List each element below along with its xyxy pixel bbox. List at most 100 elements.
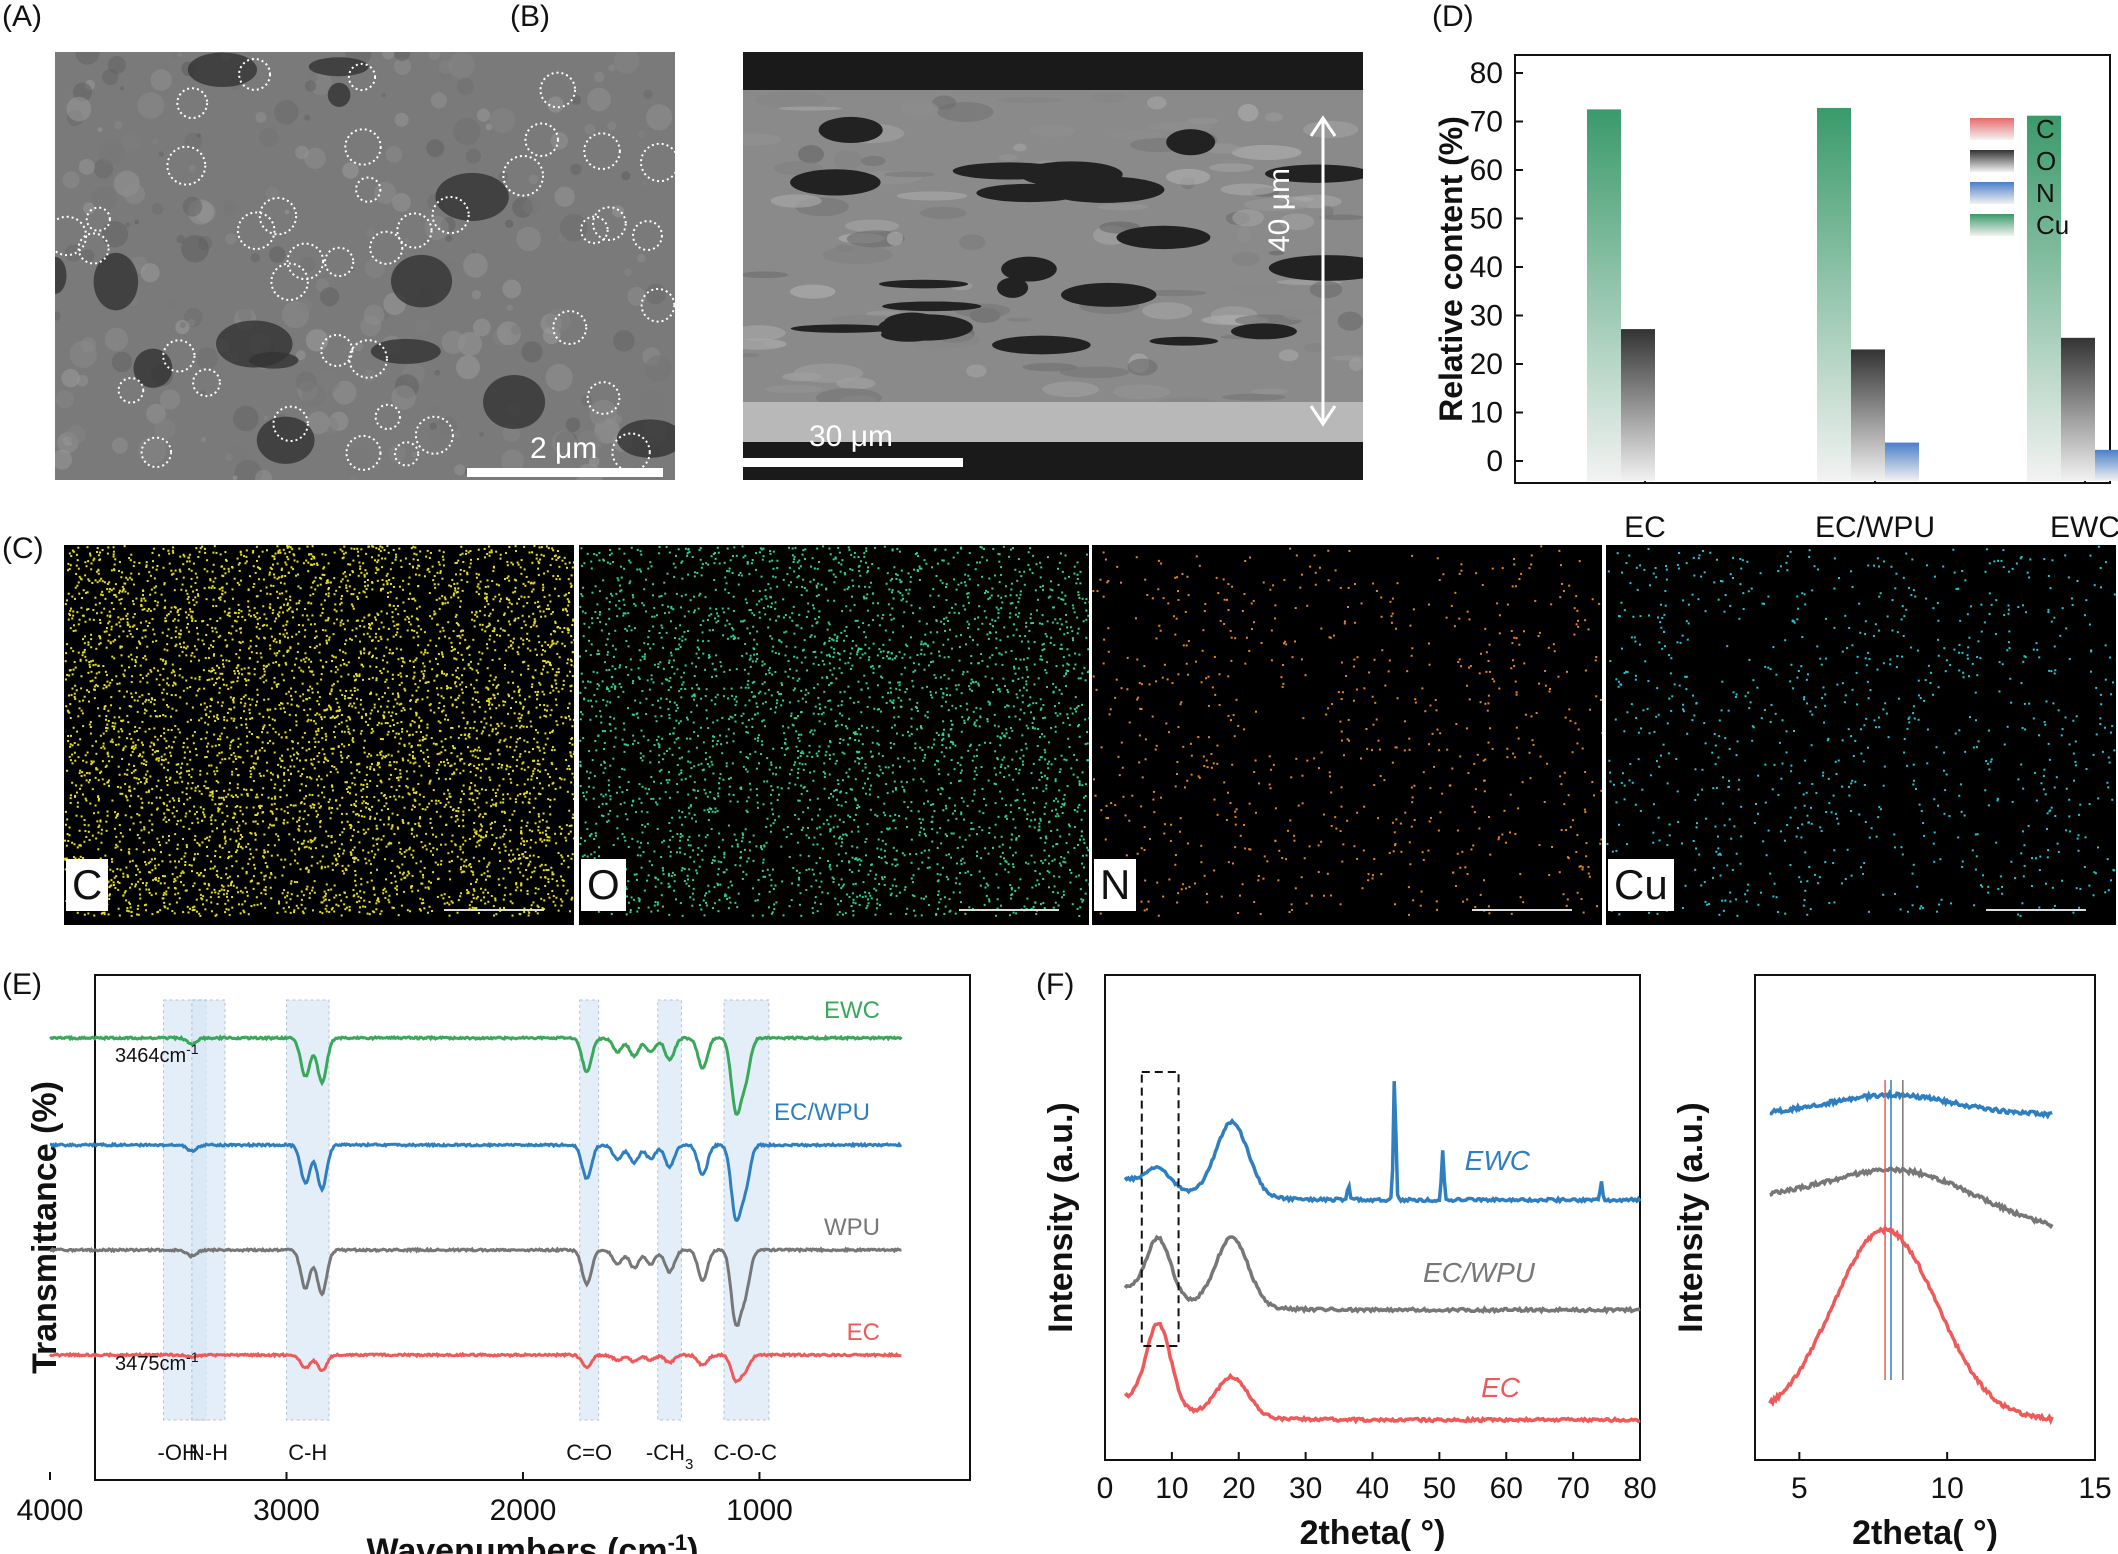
edx-dot xyxy=(129,886,132,889)
edx-dot xyxy=(440,672,443,675)
edx-dot xyxy=(568,742,571,745)
edx-dot xyxy=(511,813,514,816)
edx-dot xyxy=(142,657,145,660)
edx-dot xyxy=(482,857,485,860)
edx-dot xyxy=(570,824,573,827)
edx-dot xyxy=(69,759,72,762)
edx-dot xyxy=(370,581,373,584)
sem-texture xyxy=(1231,144,1302,161)
edx-dot xyxy=(349,637,352,640)
edx-dot xyxy=(315,645,318,648)
edx-dot xyxy=(334,840,337,843)
edx-dot xyxy=(450,641,453,644)
edx-dot xyxy=(286,604,289,607)
edx-dot xyxy=(255,704,258,707)
edx-dot xyxy=(203,587,206,590)
edx-dot xyxy=(271,612,274,615)
edx-dot xyxy=(384,858,387,861)
edx-dot xyxy=(141,694,144,697)
edx-dot xyxy=(282,907,285,910)
edx-dot xyxy=(258,616,261,619)
edx-dot xyxy=(452,592,455,595)
edx-dot xyxy=(376,761,379,764)
edx-dot xyxy=(511,563,514,566)
edx-dot xyxy=(548,731,551,734)
edx-dot xyxy=(455,685,458,688)
edx-dot xyxy=(290,893,293,896)
edx-dot xyxy=(250,651,253,654)
edx-dot xyxy=(129,559,132,562)
edx-dot xyxy=(179,570,182,573)
sem-grain xyxy=(283,271,306,294)
edx-dot xyxy=(411,890,414,893)
edx-dot xyxy=(310,660,313,663)
edx-dot xyxy=(187,556,190,559)
edx-dot xyxy=(422,751,425,754)
sem-grain xyxy=(424,215,449,241)
edx-dot xyxy=(281,592,284,595)
edx-dot xyxy=(190,616,193,619)
edx-dot xyxy=(313,737,316,740)
edx-dot xyxy=(385,580,388,583)
edx-dot xyxy=(399,737,402,740)
edx-dot xyxy=(368,752,371,755)
edx-dot xyxy=(452,747,455,750)
edx-dot xyxy=(179,776,182,779)
edx-dot xyxy=(323,709,326,712)
edx-dot xyxy=(353,776,356,779)
edx-dot xyxy=(315,630,318,633)
edx-dot xyxy=(116,880,119,883)
edx-dot xyxy=(224,842,227,845)
edx-dot xyxy=(334,725,337,728)
edx-dot xyxy=(349,696,352,699)
edx-dot xyxy=(190,585,193,588)
edx-dot xyxy=(528,802,531,805)
edx-dot xyxy=(153,727,156,730)
edx-dot xyxy=(456,855,459,858)
edx-dot xyxy=(314,588,317,591)
edx-dot xyxy=(324,907,327,910)
edx-dot xyxy=(340,675,343,678)
edx-dot xyxy=(395,556,398,559)
edx-dot xyxy=(441,626,444,629)
edx-dot xyxy=(545,545,548,548)
edx-dot xyxy=(332,683,335,686)
edx-dot xyxy=(398,547,401,550)
edx-dot xyxy=(305,656,308,659)
edx-dot xyxy=(239,743,242,746)
edx-dot xyxy=(224,758,227,761)
edx-dot xyxy=(206,836,209,839)
edx-dot xyxy=(401,863,404,866)
edx-dot xyxy=(209,867,212,870)
sem-grain xyxy=(645,355,672,382)
edx-dot xyxy=(254,820,257,823)
edx-dot xyxy=(407,870,410,873)
sem-texture xyxy=(931,95,957,110)
void xyxy=(1268,255,1363,281)
edx-dot xyxy=(78,618,81,621)
edx-dot xyxy=(536,606,539,609)
edx-dot xyxy=(138,893,141,896)
edx-dot xyxy=(106,552,109,555)
edx-dot xyxy=(74,586,77,589)
edx-dot xyxy=(99,558,102,561)
edx-dot xyxy=(138,754,141,757)
edx-dot xyxy=(277,550,280,553)
edx-dot xyxy=(177,613,180,616)
edx-dot xyxy=(256,812,259,815)
edx-dot xyxy=(540,863,543,866)
edx-dot xyxy=(150,670,153,673)
edx-dot xyxy=(274,795,277,798)
edx-dot xyxy=(167,835,170,838)
edx-dot xyxy=(377,799,380,802)
edx-dot xyxy=(256,882,259,885)
edx-dot xyxy=(466,646,469,649)
edx-dot xyxy=(245,726,248,729)
edx-dot xyxy=(163,648,166,651)
edx-dot xyxy=(113,827,116,830)
edx-dot xyxy=(152,628,155,631)
edx-dot xyxy=(139,673,142,676)
edx-dot xyxy=(573,750,574,753)
edx-dot xyxy=(299,868,302,871)
edx-dot xyxy=(379,818,382,821)
